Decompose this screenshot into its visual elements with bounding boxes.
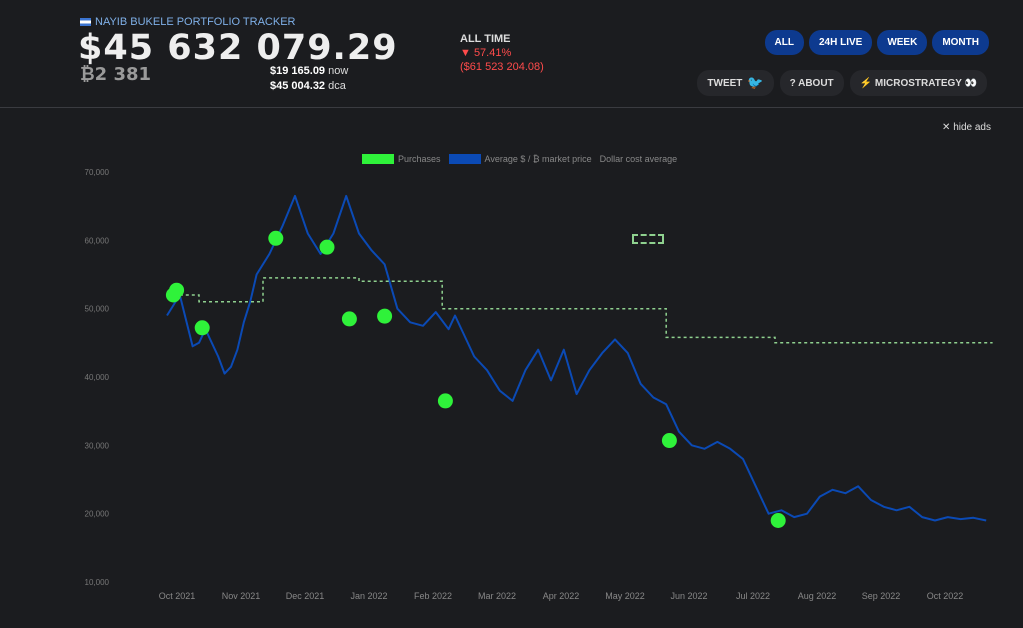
x-tick-label: Jan 2022: [350, 591, 387, 601]
x-tick-label: Nov 2021: [222, 591, 261, 601]
legend-label-purchases: Purchases: [398, 154, 441, 164]
x-tick-label: Jun 2022: [670, 591, 707, 601]
now-label: now: [328, 65, 349, 77]
about-button[interactable]: ? ABOUT: [779, 70, 844, 96]
range-all-button[interactable]: ALL: [764, 30, 804, 55]
dca-label: dca: [328, 80, 346, 92]
average-price-line: [166, 194, 987, 522]
legend-swatch-dca: [632, 234, 664, 244]
all-time-block: ALL TIME ▼ 57.41% ($61 523 204.08): [460, 32, 544, 74]
x-tick-label: Oct 2021: [159, 591, 196, 601]
range-week-button[interactable]: WEEK: [877, 30, 928, 55]
x-tick-label: Oct 2022: [927, 591, 964, 601]
purchase-point: [770, 513, 786, 528]
tweet-button[interactable]: TWEET 🐦: [697, 70, 774, 96]
x-tick-label: Dec 2021: [286, 591, 325, 601]
legend-item-average[interactable]: Average $ / ₿ market price: [448, 154, 592, 164]
dca-price: $45 004.32: [270, 80, 326, 92]
x-tick-label: May 2022: [605, 591, 645, 601]
y-tick-label: 20,000: [85, 510, 110, 519]
x-tick-label: Sep 2022: [862, 591, 901, 601]
legend-swatch-average: [448, 154, 481, 164]
dca-price-line: $45 004.32 dca: [270, 80, 346, 92]
flag-icon: [80, 18, 91, 26]
x-tick-label: Jul 2022: [736, 591, 770, 601]
chart-legend: Purchases Average $ / ₿ market price Dol…: [362, 154, 678, 244]
x-tick-label: Mar 2022: [478, 591, 516, 601]
y-tick-label: 10,000: [85, 578, 110, 587]
now-price: $19 165.09: [270, 65, 326, 77]
now-price-line: $19 165.09 now: [270, 65, 348, 77]
purchase-point: [268, 230, 284, 246]
purchase-point: [661, 433, 677, 449]
btc-amount: ₿2 381: [80, 64, 152, 85]
y-tick-label: 30,000: [85, 441, 110, 450]
range-24h-button[interactable]: 24H LIVE: [808, 30, 873, 55]
legend-swatch-purchases: [362, 154, 394, 164]
header-links: TWEET 🐦 ? ABOUT ⚡ MICROSTRATEGY 👀: [697, 70, 987, 96]
range-buttons: ALL 24H LIVE WEEK MONTH: [764, 30, 989, 55]
legend-item-dca[interactable]: Dollar cost average: [599, 154, 678, 244]
hide-ads-label: hide ads: [953, 122, 991, 133]
brand[interactable]: NAYIB BUKELE PORTFOLIO TRACKER: [80, 16, 296, 28]
all-time-delta: ($61 523 204.08): [460, 61, 544, 73]
about-label: ? ABOUT: [789, 77, 834, 89]
purchase-point: [169, 282, 185, 298]
microstrategy-button[interactable]: ⚡ MICROSTRATEGY 👀: [849, 70, 987, 96]
purchase-point: [437, 393, 453, 409]
hide-ads-button[interactable]: ✕ hide ads: [942, 122, 991, 133]
y-tick-label: 50,000: [85, 305, 110, 314]
y-tick-label: 60,000: [85, 236, 110, 245]
close-icon: ✕: [942, 122, 951, 133]
header-bar: NAYIB BUKELE PORTFOLIO TRACKER $45 632 0…: [0, 0, 1023, 108]
purchase-point: [319, 239, 335, 255]
all-time-label: ALL TIME: [460, 33, 511, 45]
twitter-bird-icon: 🐦: [747, 75, 764, 90]
legend-item-purchases[interactable]: Purchases: [362, 154, 441, 164]
legend-label-dca: Dollar cost average: [599, 154, 678, 164]
range-month-button[interactable]: MONTH: [932, 30, 989, 55]
x-tick-label: Aug 2022: [798, 591, 837, 601]
purchase-point: [341, 311, 357, 327]
microstrategy-label: ⚡ MICROSTRATEGY 👀: [859, 77, 977, 89]
tweet-label: TWEET: [707, 77, 743, 89]
legend-label-average: Average $ / ₿ market price: [484, 154, 592, 164]
portfolio-value: $45 632 079.29: [78, 28, 398, 68]
x-tick-label: Feb 2022: [414, 591, 452, 601]
all-time-pct: ▼ 57.41%: [460, 47, 512, 59]
dca-line: [179, 277, 993, 344]
purchase-point: [377, 308, 393, 324]
y-tick-label: 40,000: [85, 373, 110, 382]
brand-title: NAYIB BUKELE PORTFOLIO TRACKER: [95, 16, 296, 28]
y-tick-label: 70,000: [85, 168, 110, 177]
purchase-point: [194, 320, 210, 336]
x-tick-label: Apr 2022: [543, 591, 580, 601]
